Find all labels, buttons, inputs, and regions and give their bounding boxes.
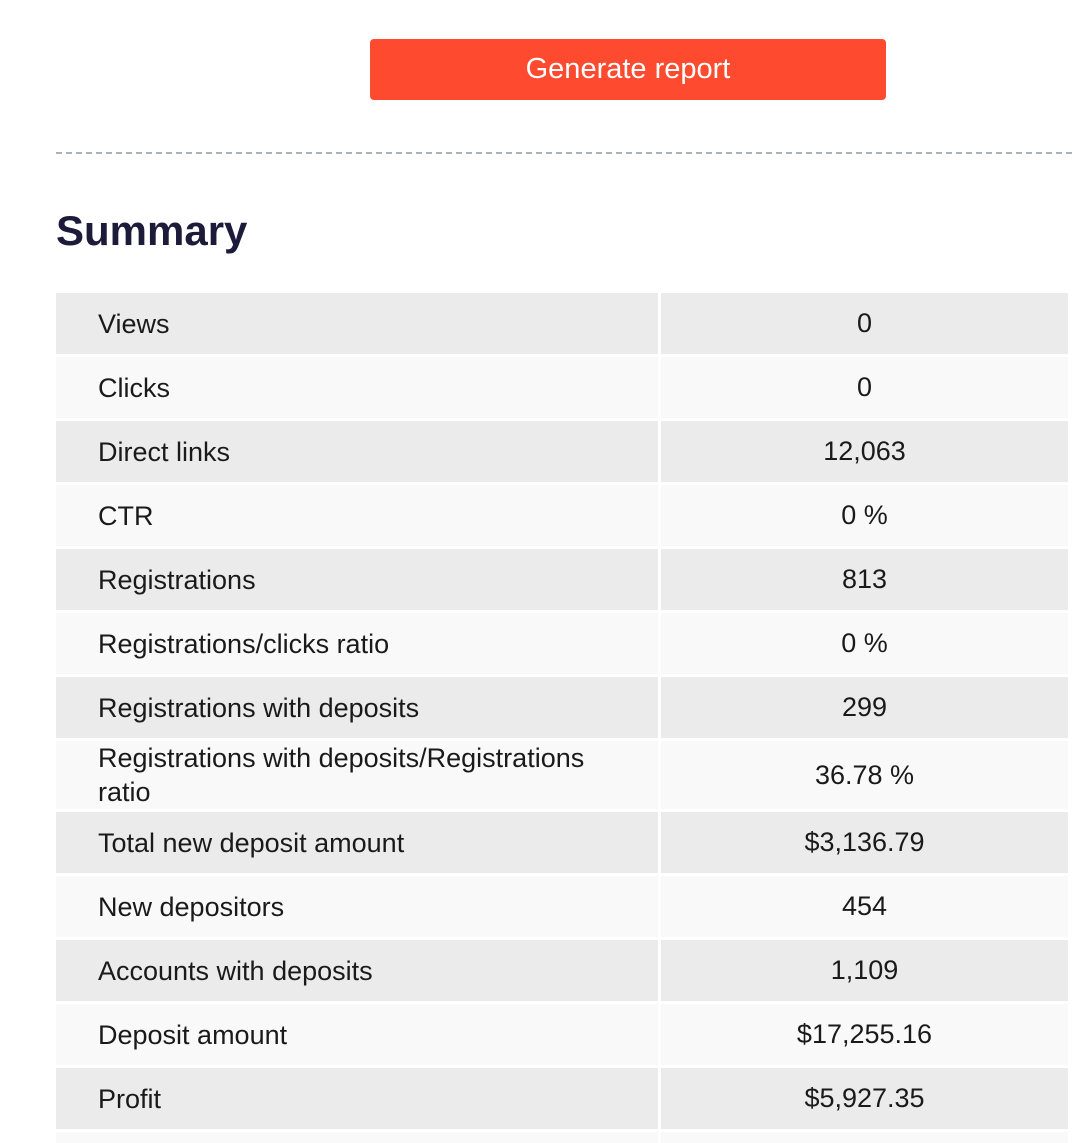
- row-label: Total new deposit amount: [56, 812, 661, 873]
- row-value: [661, 1132, 1068, 1143]
- row-value: $5,927.35: [804, 1083, 925, 1113]
- row-label: CTR: [56, 485, 661, 546]
- row-label: Profit: [56, 1068, 661, 1129]
- row-value: 813: [841, 564, 888, 594]
- row-value: 0: [856, 308, 873, 338]
- row-value: 0: [856, 372, 873, 402]
- table-row: Profit $5,927.35: [56, 1068, 1068, 1132]
- row-label: Direct links: [56, 421, 661, 482]
- table-row: Direct links 12,063: [56, 421, 1068, 485]
- row-label: [56, 1132, 661, 1143]
- table-row: Registrations with deposits 299: [56, 677, 1068, 741]
- table-row: Clicks 0: [56, 357, 1068, 421]
- row-value: 454: [841, 891, 888, 921]
- table-row: Registrations/clicks ratio 0 %: [56, 613, 1068, 677]
- table-row: Registrations 813: [56, 549, 1068, 613]
- table-row-partial: [56, 1132, 1068, 1143]
- summary-table: Views 0 Clicks 0 Direct links 12,063 CTR…: [56, 293, 1068, 1143]
- table-row: Accounts with deposits 1,109: [56, 940, 1068, 1004]
- row-label: Accounts with deposits: [56, 940, 661, 1001]
- table-row: Total new deposit amount $3,136.79: [56, 812, 1068, 876]
- row-value: 299: [841, 692, 888, 722]
- row-label: Deposit amount: [56, 1004, 661, 1065]
- row-label: Registrations with deposits/Registration…: [56, 741, 661, 809]
- row-label: Clicks: [56, 357, 661, 418]
- row-value: 0 %: [841, 628, 888, 658]
- row-value: 36.78 %: [814, 759, 915, 790]
- row-label: Views: [56, 293, 661, 354]
- row-label: Registrations/clicks ratio: [56, 613, 661, 674]
- row-value: 0 %: [841, 500, 888, 530]
- table-row: Deposit amount $17,255.16: [56, 1004, 1068, 1068]
- row-label: Registrations with deposits: [56, 677, 661, 738]
- row-label: New depositors: [56, 876, 661, 937]
- summary-title: Summary: [56, 207, 248, 254]
- table-row: Views 0: [56, 293, 1068, 357]
- row-value: 12,063: [823, 436, 906, 466]
- table-row: CTR 0 %: [56, 485, 1068, 549]
- table-row: New depositors 454: [56, 876, 1068, 940]
- table-row: Registrations with deposits/Registration…: [56, 741, 1068, 812]
- section-divider: [56, 152, 1072, 154]
- generate-report-button[interactable]: Generate report: [370, 39, 886, 100]
- row-label: Registrations: [56, 549, 661, 610]
- row-value: $17,255.16: [796, 1019, 933, 1049]
- row-value: 1,109: [830, 955, 899, 985]
- row-value: $3,136.79: [804, 827, 925, 857]
